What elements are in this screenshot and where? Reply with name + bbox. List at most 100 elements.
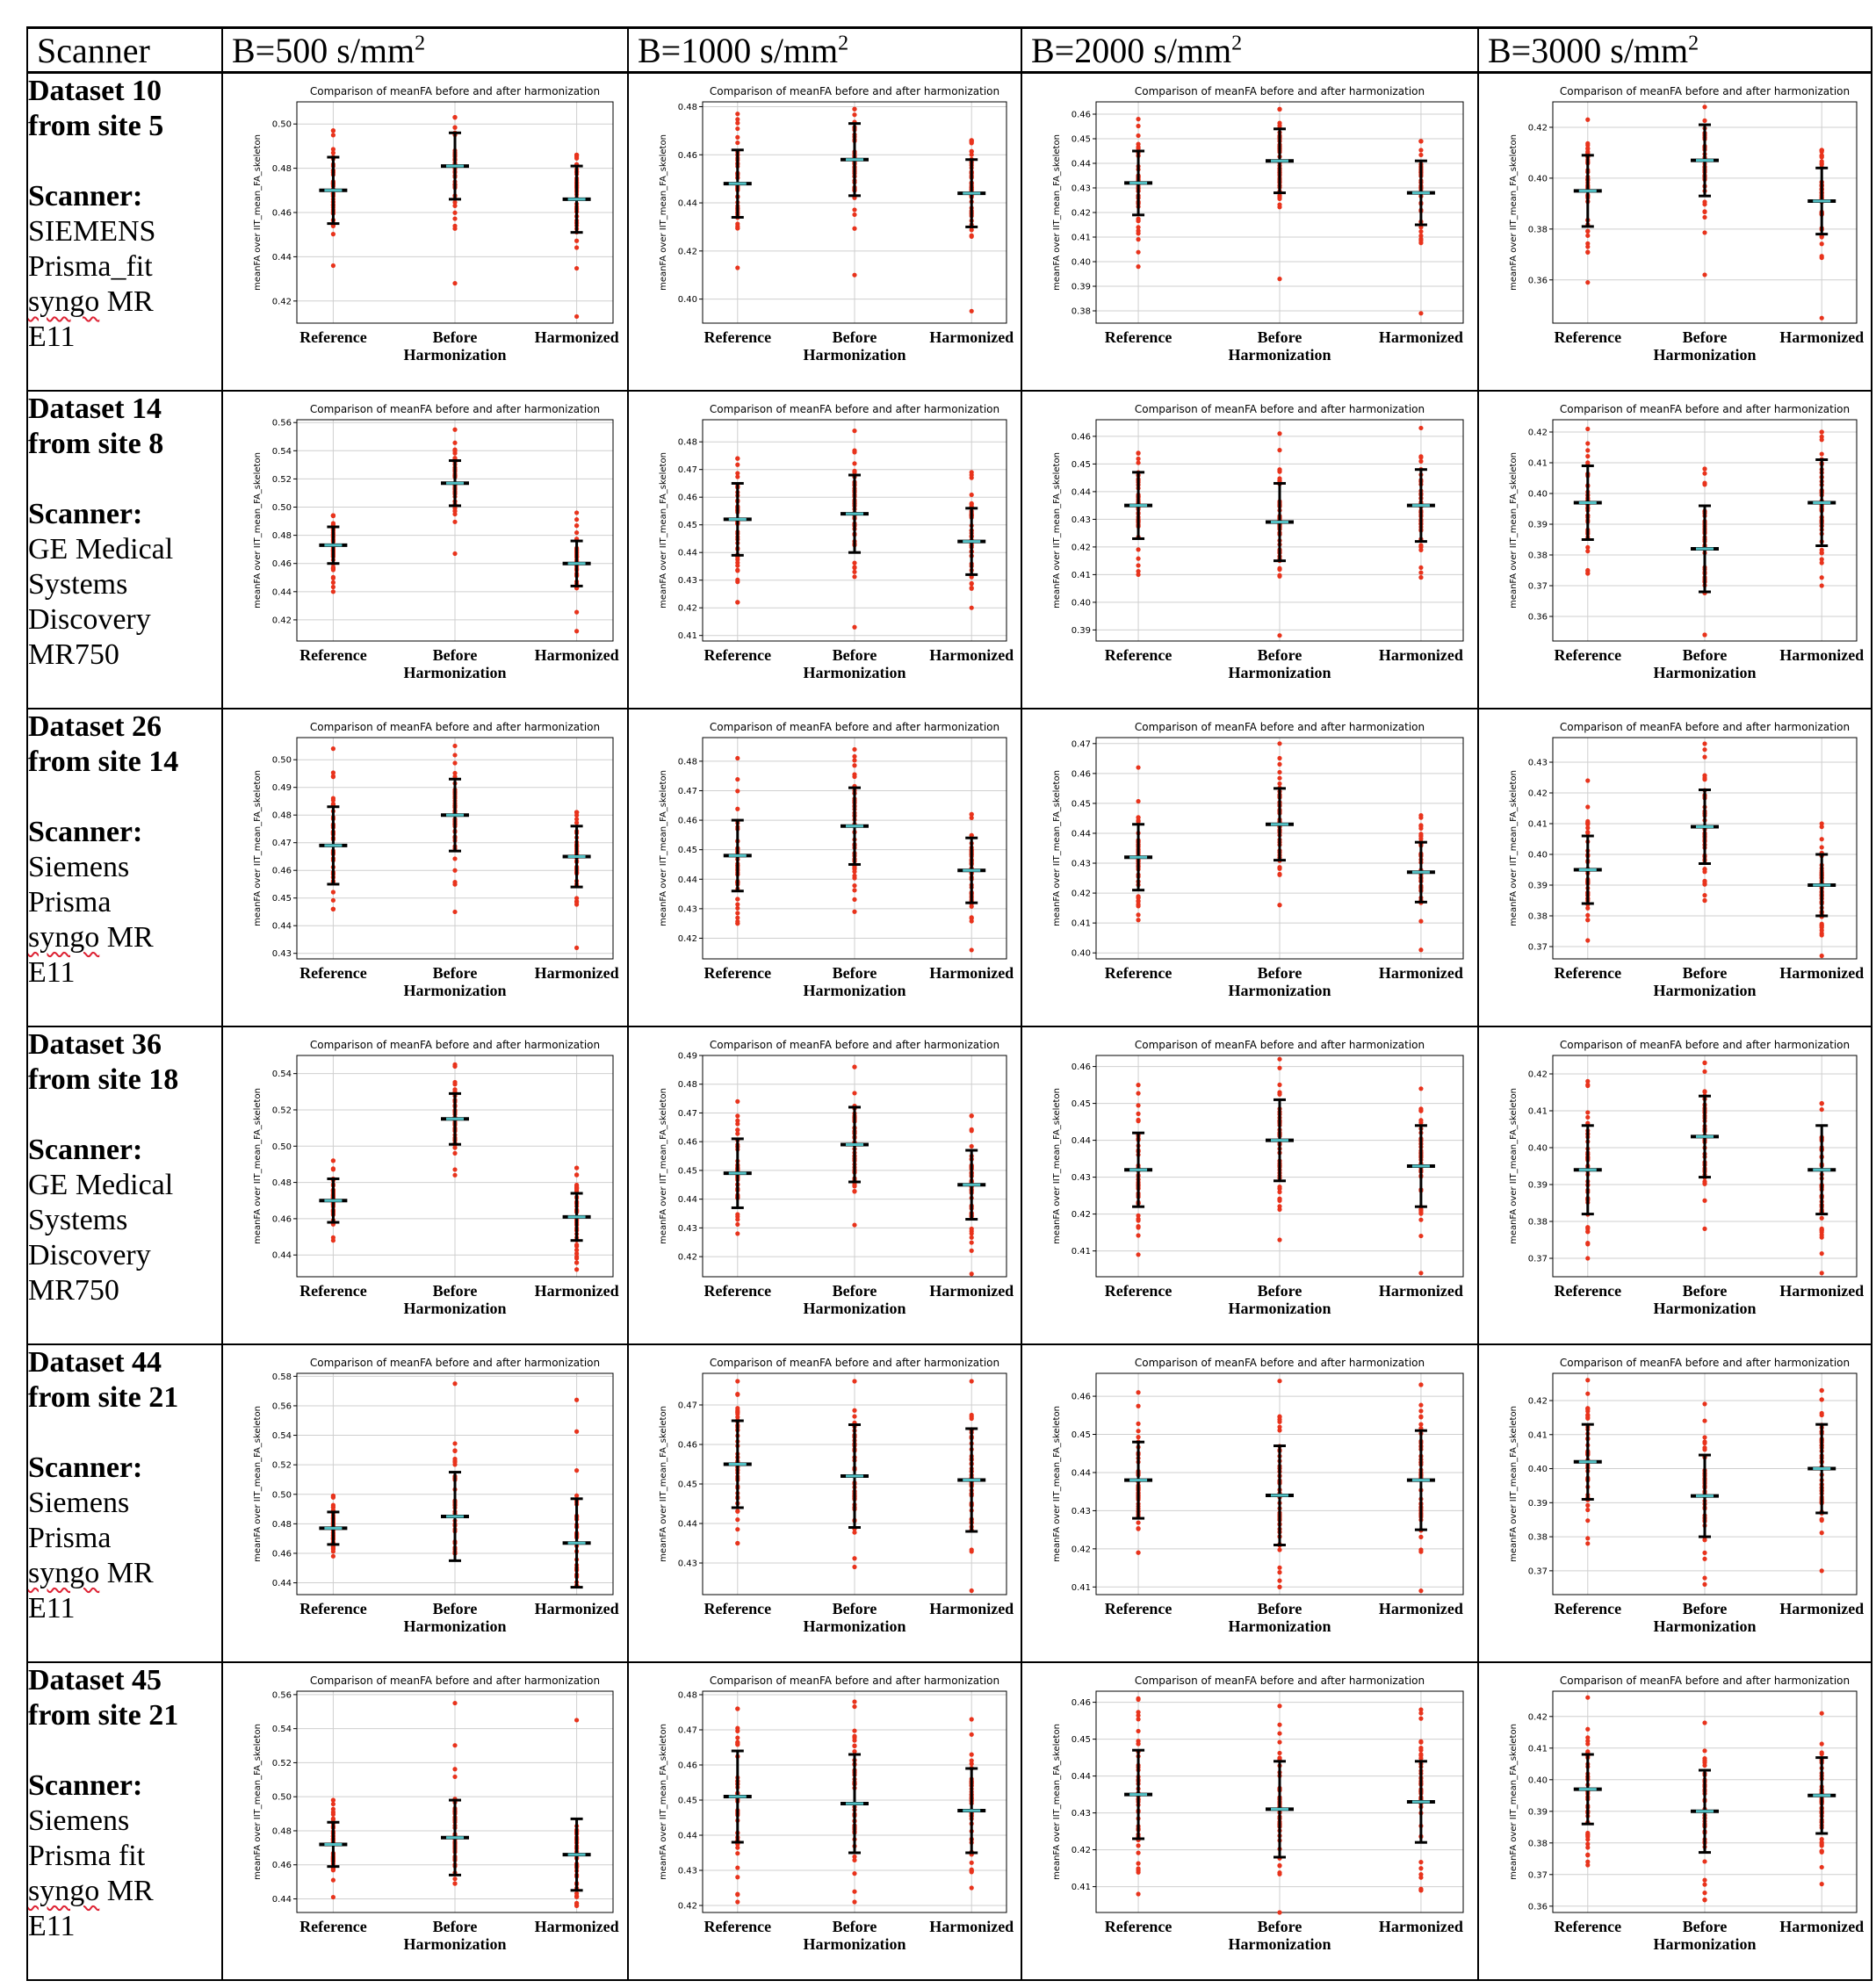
- scanner-model-line: syngo MR: [28, 1874, 154, 1907]
- data-point: [1136, 1118, 1141, 1123]
- data-point: [1585, 453, 1591, 458]
- data-point: [1418, 1871, 1424, 1876]
- meanfa-chart: Comparison of meanFA before and after ha…: [1052, 403, 1464, 681]
- data-point: [969, 586, 974, 591]
- y-axis-label: meanFA over IIT_mean_FA_skeleton: [659, 452, 668, 609]
- y-tick-label: 0.46: [1071, 1392, 1091, 1401]
- data-point: [330, 1801, 336, 1806]
- y-tick-label: 0.46: [272, 1549, 292, 1559]
- x-category-sublabel: Harmonization: [1229, 1935, 1331, 1953]
- data-point: [1585, 228, 1591, 234]
- data-point: [1277, 1569, 1282, 1574]
- data-point: [1136, 1712, 1141, 1718]
- data-point: [1136, 895, 1141, 900]
- data-point: [330, 889, 336, 895]
- data-point: [1702, 1877, 1707, 1883]
- dataset-name: Dataset 14: [28, 392, 162, 425]
- data-point: [1585, 1540, 1591, 1545]
- y-tick-label: 0.37: [1528, 1254, 1548, 1264]
- data-point: [1136, 1728, 1141, 1733]
- plot-frame: [296, 101, 614, 324]
- y-tick-label: 0.48: [272, 164, 292, 174]
- header-row: Scanner B=500 s/mm2 B=1000 s/mm2 B=2000 …: [26, 26, 1872, 74]
- data-point: [852, 753, 857, 759]
- data-point: [1702, 471, 1707, 476]
- data-point: [1418, 1381, 1424, 1387]
- x-category-label: Before: [1683, 328, 1728, 346]
- data-point: [969, 1412, 974, 1417]
- y-tick-label: 0.40: [1528, 1776, 1548, 1785]
- data-point: [969, 501, 974, 507]
- y-tick-label: 0.41: [1071, 1247, 1091, 1257]
- x-category-sublabel: Harmonization: [404, 1617, 507, 1635]
- data-point: [1702, 1550, 1707, 1555]
- x-category-sublabel: Harmonization: [404, 1935, 507, 1953]
- y-tick-label: 0.38: [1071, 307, 1091, 317]
- data-point: [735, 1216, 740, 1221]
- data-point: [735, 577, 740, 582]
- plot-cell-r4-c2: Comparison of meanFA before and after ha…: [1021, 1343, 1479, 1663]
- scanner-model-line: syngo MR: [28, 1556, 154, 1589]
- data-point: [969, 492, 974, 497]
- x-category-label: Before: [833, 964, 877, 982]
- data-point: [852, 1555, 857, 1560]
- data-point: [735, 920, 740, 926]
- data-point: [969, 605, 974, 610]
- x-category-label: Harmonized: [929, 328, 1014, 346]
- data-point: [969, 1248, 974, 1253]
- data-point: [1136, 1232, 1141, 1238]
- dataset-row: Dataset 36 from site 18 Scanner: GE Medical…: [26, 1025, 1872, 1345]
- x-category-label: Reference: [1554, 1282, 1621, 1300]
- y-tick-label: 0.39: [1528, 881, 1548, 890]
- data-point: [330, 774, 336, 779]
- y-tick-label: 0.43: [272, 949, 292, 959]
- y-tick-label: 0.41: [1528, 1106, 1548, 1116]
- meanfa-chart: Comparison of meanFA before and after ha…: [659, 1357, 1014, 1635]
- data-point: [330, 897, 336, 903]
- y-tick-label: 0.42: [1071, 1210, 1091, 1220]
- y-tick-label: 0.56: [272, 1690, 292, 1700]
- plot-cell-r5-c3: Comparison of meanFA before and after ha…: [1477, 1660, 1872, 1981]
- y-tick-label: 0.42: [678, 603, 697, 613]
- meanfa-chart: Comparison of meanFA before and after ha…: [1052, 1675, 1464, 1953]
- data-point: [852, 1889, 857, 1894]
- data-point: [452, 281, 458, 286]
- scanner-model-line: Prisma: [28, 885, 112, 918]
- data-point: [735, 470, 740, 476]
- y-tick-label: 0.44: [272, 921, 292, 931]
- x-category-label: Before: [833, 328, 877, 346]
- dataset-site: from site 21: [28, 1698, 179, 1732]
- data-point: [1585, 1408, 1591, 1414]
- data-point: [852, 212, 857, 218]
- data-point: [852, 1564, 857, 1569]
- data-point: [1136, 450, 1141, 456]
- x-category-label: Before: [433, 1918, 478, 1935]
- data-point: [574, 1185, 580, 1190]
- data-point: [574, 313, 580, 320]
- data-point: [452, 752, 458, 758]
- data-point: [1585, 1224, 1591, 1229]
- data-point: [1418, 833, 1424, 839]
- x-category-label: Before: [833, 1282, 877, 1300]
- x-category-label: Reference: [704, 1600, 771, 1617]
- data-point: [452, 448, 458, 453]
- data-point: [1702, 1417, 1707, 1423]
- y-tick-label: 0.42: [1528, 123, 1548, 133]
- meanfa-chart: Comparison of meanFA before and after ha…: [1509, 85, 1864, 364]
- data-point: [1819, 1106, 1824, 1112]
- data-point: [969, 308, 974, 313]
- x-category-label: Before: [1258, 964, 1302, 982]
- plot-cell-r2-c1: Comparison of meanFA before and after ha…: [627, 707, 1022, 1027]
- plot-frame: [296, 1690, 614, 1912]
- dataset-row: Dataset 10 from site 5 Scanner: SIEMENS Pris…: [26, 71, 1872, 392]
- data-point: [1418, 1233, 1424, 1238]
- x-category-label: Before: [1258, 1918, 1302, 1935]
- plot-cell-r1-c0: Comparison of meanFA before and after ha…: [221, 389, 629, 709]
- data-point: [1277, 1722, 1282, 1727]
- y-tick-label: 0.46: [678, 151, 697, 161]
- plot-cell-r0-c3: Comparison of meanFA before and after ha…: [1477, 71, 1872, 392]
- y-tick-label: 0.45: [1071, 459, 1091, 469]
- y-axis-label: meanFA over IIT_mean_FA_skeleton: [253, 1406, 263, 1562]
- x-category-label: Before: [1683, 646, 1728, 664]
- data-point: [852, 875, 857, 881]
